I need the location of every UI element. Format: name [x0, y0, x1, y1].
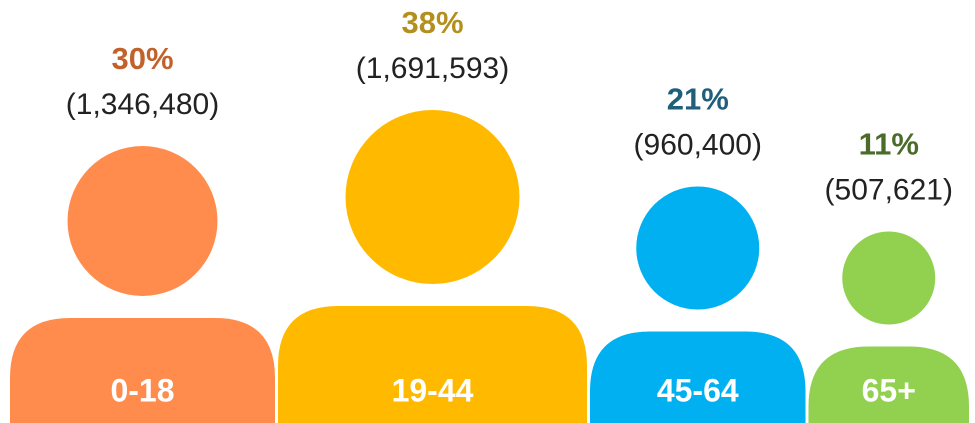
- category-label: 19-44: [392, 372, 474, 408]
- person-head: [345, 110, 520, 284]
- percent-label: 30%: [111, 41, 173, 76]
- count-label: (960,400): [634, 128, 762, 161]
- category-label: 65+: [862, 372, 916, 408]
- person-head: [842, 231, 936, 325]
- category-label: 45-64: [657, 372, 739, 408]
- person-body: [278, 306, 587, 423]
- person-body: [590, 331, 806, 423]
- person-body: [808, 346, 969, 423]
- percent-label: 11%: [859, 127, 919, 162]
- person-body: [10, 318, 275, 423]
- count-label: (1,346,480): [66, 88, 219, 121]
- count-label: (507,621): [825, 173, 953, 206]
- percent-label: 38%: [401, 5, 463, 40]
- count-label: (1,691,593): [356, 52, 509, 85]
- percent-label: 21%: [667, 82, 729, 117]
- category-label: 0-18: [110, 372, 174, 408]
- person-head: [636, 186, 760, 310]
- person-head: [67, 146, 218, 296]
